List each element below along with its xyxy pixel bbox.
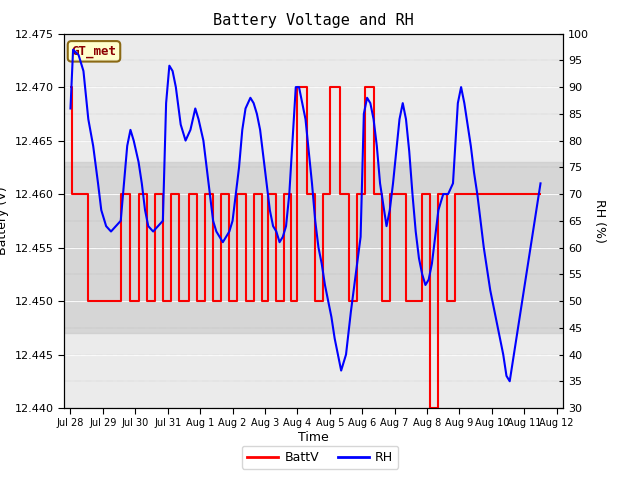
X-axis label: Time: Time	[298, 431, 329, 444]
Y-axis label: RH (%): RH (%)	[593, 199, 605, 243]
Y-axis label: Battery (V): Battery (V)	[0, 187, 9, 255]
Bar	[64, 162, 563, 333]
Title: Battery Voltage and RH: Battery Voltage and RH	[213, 13, 414, 28]
Text: GT_met: GT_met	[72, 45, 116, 58]
Legend: BattV, RH: BattV, RH	[242, 446, 398, 469]
